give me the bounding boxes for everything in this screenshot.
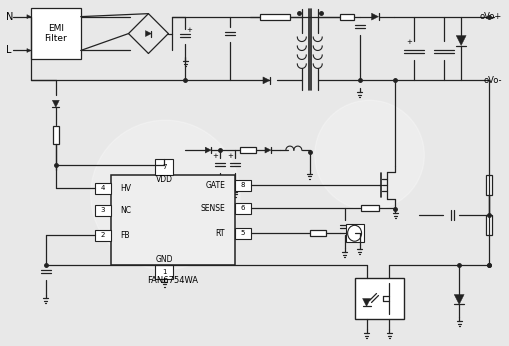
- Text: SENSE: SENSE: [201, 204, 225, 213]
- Polygon shape: [265, 147, 271, 153]
- Text: NC: NC: [121, 206, 131, 215]
- Bar: [155, 159, 174, 175]
- Polygon shape: [52, 100, 59, 107]
- Text: +: +: [407, 38, 412, 45]
- Text: oVo+: oVo+: [480, 12, 502, 21]
- Text: VDD: VDD: [156, 175, 173, 184]
- Polygon shape: [146, 30, 151, 37]
- Polygon shape: [205, 147, 211, 153]
- Polygon shape: [454, 294, 464, 304]
- Text: N: N: [6, 12, 13, 22]
- Bar: [155, 265, 174, 279]
- Bar: [486, 175, 492, 195]
- Bar: [310, 230, 326, 236]
- Bar: [346, 224, 363, 242]
- Bar: [110, 175, 235, 265]
- Bar: [95, 205, 110, 216]
- Text: 4: 4: [100, 185, 105, 191]
- Polygon shape: [362, 299, 371, 307]
- Text: oVo-: oVo-: [484, 76, 502, 85]
- Bar: [486, 215, 492, 235]
- Bar: [31, 8, 81, 60]
- Bar: [53, 126, 59, 144]
- Text: GATE: GATE: [205, 181, 225, 190]
- Bar: [360, 206, 379, 211]
- Text: 7: 7: [162, 164, 166, 170]
- Text: 1: 1: [162, 268, 166, 275]
- Text: 2: 2: [100, 232, 105, 238]
- Text: HV: HV: [121, 184, 131, 193]
- Polygon shape: [27, 15, 31, 19]
- Text: L: L: [6, 45, 12, 55]
- Bar: [355, 277, 404, 319]
- Text: 8: 8: [241, 182, 245, 189]
- Bar: [95, 230, 110, 241]
- Bar: [235, 228, 251, 239]
- Text: 5: 5: [241, 230, 245, 236]
- Text: 6: 6: [241, 206, 245, 211]
- Text: GND: GND: [156, 255, 173, 264]
- Text: RT: RT: [216, 229, 225, 238]
- Text: FAN6754WA: FAN6754WA: [147, 276, 199, 285]
- Text: 3: 3: [100, 207, 105, 213]
- Text: EMI
Filter: EMI Filter: [44, 24, 67, 43]
- Bar: [240, 147, 256, 153]
- Text: FB: FB: [121, 231, 130, 240]
- Text: +: +: [186, 27, 192, 33]
- Circle shape: [91, 120, 240, 270]
- Bar: [95, 183, 110, 194]
- Circle shape: [315, 100, 425, 210]
- Text: +: +: [212, 153, 218, 159]
- Polygon shape: [263, 77, 270, 84]
- Bar: [340, 13, 354, 20]
- Bar: [235, 203, 251, 214]
- Text: +: +: [227, 153, 233, 159]
- Polygon shape: [27, 48, 31, 53]
- Polygon shape: [456, 36, 466, 46]
- Bar: [260, 13, 290, 20]
- Polygon shape: [372, 13, 379, 20]
- Bar: [235, 180, 251, 191]
